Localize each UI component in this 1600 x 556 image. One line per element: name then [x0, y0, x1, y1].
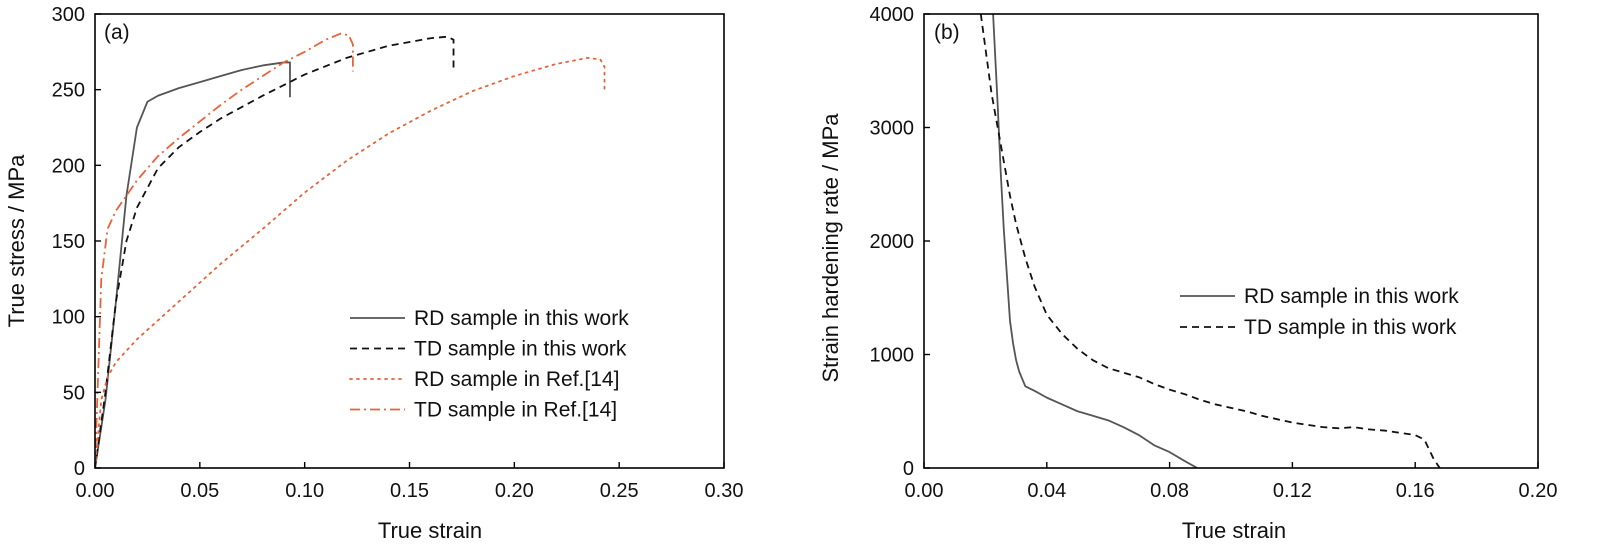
plot-frame — [923, 13, 1539, 469]
y-axis-title: True stress / MPa — [4, 154, 29, 328]
series-line-0 — [992, 14, 1198, 468]
y-tick-label: 0 — [903, 458, 914, 480]
y-tick-label: 200 — [52, 155, 85, 177]
x-tick-label: 0.15 — [390, 480, 429, 502]
y-tick-label: 50 — [63, 382, 85, 404]
y-tick-label: 2000 — [870, 231, 915, 253]
y-tick-label: 250 — [52, 80, 85, 102]
x-axis-title: True strain — [1182, 518, 1286, 543]
y-tick-label: 4000 — [870, 4, 915, 26]
x-tick-label: 0.30 — [705, 480, 744, 502]
x-tick-label: 0.00 — [905, 480, 944, 502]
series-line-1 — [95, 35, 455, 468]
y-tick-label: 0 — [74, 458, 85, 480]
x-tick-label: 0.05 — [180, 480, 219, 502]
x-tick-label: 0.20 — [495, 480, 534, 502]
y-tick-label: 300 — [52, 4, 85, 26]
legend-label: RD sample in this work — [414, 307, 629, 330]
x-tick-label: 0.10 — [285, 480, 324, 502]
legend-label: TD sample in Ref.[14] — [414, 399, 617, 422]
y-tick-label: 3000 — [870, 118, 915, 140]
legend: RD sample in this work TD sample in this … — [1180, 285, 1459, 339]
series-group — [95, 32, 606, 468]
y-tick-label: 100 — [52, 307, 85, 329]
x-tick-label: 0.25 — [600, 480, 639, 502]
x-tick-label: 0.00 — [76, 480, 115, 502]
panel-label: (a) — [104, 21, 130, 44]
x-tick-label: 0.12 — [1273, 480, 1312, 502]
panel-label: (b) — [934, 21, 960, 44]
series-group — [979, 14, 1441, 468]
chart-panel-1: 0.00 0.04 0.08 0.12 0.16 0.20 0 1000 2000 3000 400… — [818, 4, 1557, 543]
legend-label: RD sample in this work — [1244, 285, 1459, 308]
plot-frame — [94, 13, 725, 469]
legend-label: RD sample in Ref.[14] — [414, 368, 619, 391]
legend-label: TD sample in this work — [1244, 316, 1457, 339]
legend-label: TD sample in this work — [414, 338, 627, 361]
series-line-0 — [95, 61, 291, 468]
series-line-3 — [95, 32, 354, 468]
x-tick-label: 0.16 — [1396, 480, 1435, 502]
y-tick-label: 150 — [52, 231, 85, 253]
series-line-1 — [979, 14, 1441, 468]
y-axis-title: Strain hardening rate / MPa — [818, 113, 843, 383]
x-tick-label: 0.04 — [1027, 480, 1066, 502]
x-tick-label: 0.08 — [1150, 480, 1189, 502]
x-axis-title: True strain — [378, 518, 482, 543]
chart-panel-0: 0.00 0.05 0.10 0.15 0.20 0.25 0.30 0 50 100 150 200… — [4, 4, 743, 543]
y-tick-label: 1000 — [870, 345, 915, 367]
legend: RD sample in this work TD sample in this … — [349, 307, 629, 422]
x-tick-label: 0.20 — [1519, 480, 1558, 502]
series-line-2 — [95, 56, 606, 468]
